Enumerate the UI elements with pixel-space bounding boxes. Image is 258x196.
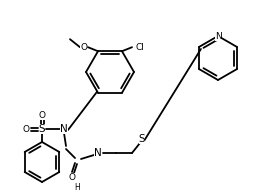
Text: O: O [38, 111, 45, 120]
Text: O: O [22, 124, 29, 133]
Text: S: S [139, 134, 145, 144]
Text: N: N [60, 124, 68, 134]
Text: N: N [215, 32, 221, 41]
Text: O: O [80, 43, 87, 52]
Text: O: O [69, 172, 76, 181]
Text: N: N [94, 148, 102, 158]
Text: S: S [39, 124, 45, 134]
Text: H: H [74, 183, 80, 192]
Text: Cl: Cl [136, 43, 145, 52]
